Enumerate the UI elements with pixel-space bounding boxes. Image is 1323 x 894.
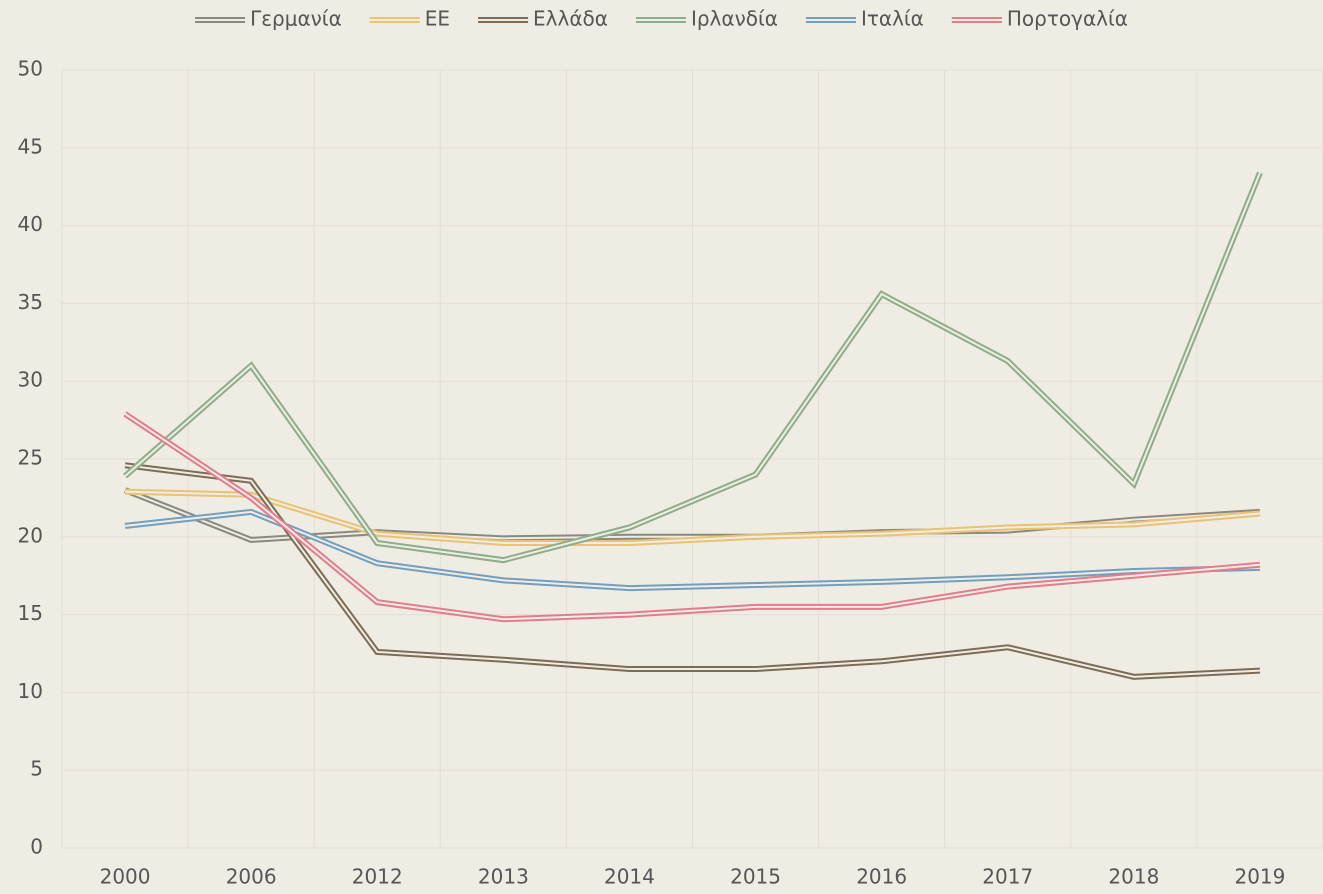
x-tick-label: 2019 [1234,865,1285,889]
series-line-inner [124,172,1261,562]
y-tick-label: 20 [18,523,43,547]
x-tick-label: 2014 [604,865,655,889]
y-tick-label: 50 [18,57,43,81]
x-tick-label: 2018 [1108,865,1159,889]
x-tick-label: 2016 [856,865,907,889]
y-tick-label: 0 [30,835,43,859]
series-line-inner [124,464,1260,678]
legend-label: Πορτογαλία [1007,7,1128,31]
y-tick-label: 30 [18,368,43,392]
legend-label: Ιταλία [861,7,924,31]
series-line-inner [125,490,1261,545]
x-tick-label: 2013 [478,865,529,889]
legend-label: Γερμανία [250,7,342,31]
legend-label: ΕΕ [425,7,450,31]
legend-label: Ιρλανδία [691,7,778,31]
x-tick-label: 2012 [352,865,403,889]
y-tick-label: 5 [30,757,43,781]
y-tick-label: 10 [18,679,43,703]
legend: Γερμανία ΕΕ Ελλάδα Ιρλανδία Ιταλία Πορτογαλία [195,7,1128,31]
y-tick-label: 15 [18,601,43,625]
y-tick-label: 40 [18,212,43,236]
x-tick-label: 2015 [730,865,781,889]
legend-label: Ελλάδα [533,7,608,31]
x-tick-label: 2017 [982,865,1033,889]
series-line-inner [124,510,1260,590]
x-tick-label: 2006 [226,865,277,889]
x-tick-label: 2000 [100,865,151,889]
y-tick-label: 45 [18,134,43,158]
y-tick-label: 25 [18,446,43,470]
y-tick-label: 35 [18,290,43,314]
series-line-inner [124,413,1261,621]
